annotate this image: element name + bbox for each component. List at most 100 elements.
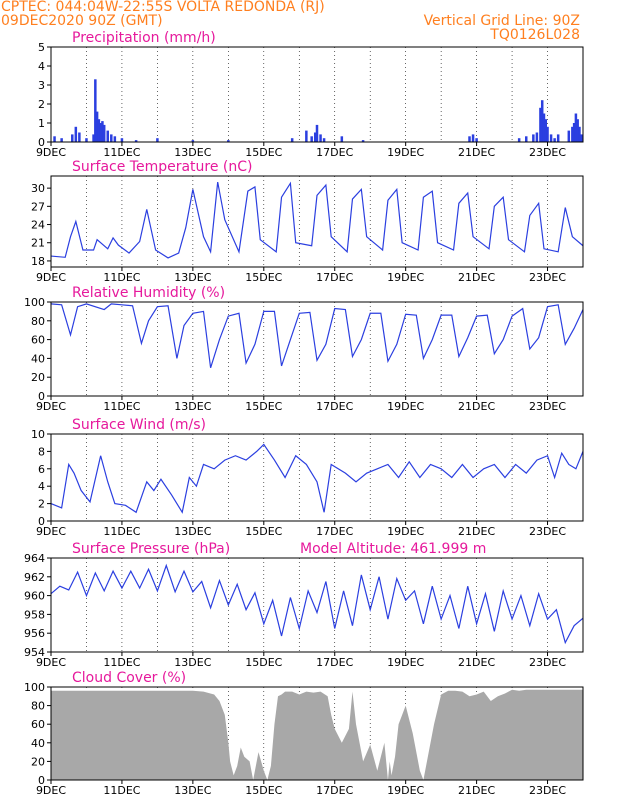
precip-bar xyxy=(553,138,556,142)
precip-bar xyxy=(535,132,539,142)
precip-bar xyxy=(102,124,106,142)
x-tick-label: 15DEC xyxy=(245,656,282,669)
precip-bar xyxy=(571,126,574,142)
y-tick-label: 1 xyxy=(38,117,45,130)
x-tick-label: 11DEC xyxy=(103,271,140,284)
series-line xyxy=(50,303,584,368)
x-tick-label: 17DEC xyxy=(316,400,353,413)
x-tick-label: 23DEC xyxy=(529,656,566,669)
precip-bar xyxy=(95,111,99,142)
y-tick-label: 5 xyxy=(38,41,45,54)
x-tick-label: 9DEC xyxy=(36,525,66,538)
precip-bar xyxy=(361,140,365,142)
x-tick-label: 23DEC xyxy=(529,146,566,159)
x-tick-label: 13DEC xyxy=(174,784,211,797)
x-tick-label: 17DEC xyxy=(316,784,353,797)
x-tick-label: 23DEC xyxy=(529,784,566,797)
x-tick-label: 21DEC xyxy=(458,271,495,284)
precip-bar xyxy=(574,113,578,142)
plot-frame xyxy=(50,175,584,268)
x-tick-label: 21DEC xyxy=(458,400,495,413)
precip-bar xyxy=(97,119,101,142)
y-tick-label: 60 xyxy=(31,718,45,731)
precip-bar xyxy=(74,126,78,142)
y-tick-label: 956 xyxy=(24,627,45,640)
x-tick-label: 11DEC xyxy=(103,146,140,159)
x-tick-label: 9DEC xyxy=(36,784,66,797)
series-line xyxy=(50,443,584,514)
precip-bar xyxy=(99,123,102,142)
y-tick-label: 40 xyxy=(31,737,45,750)
x-tick-label: 17DEC xyxy=(316,146,353,159)
x-tick-label: 15DEC xyxy=(245,525,282,538)
precip-bar xyxy=(53,136,56,142)
y-tick-label: 958 xyxy=(24,608,45,621)
y-tick-label: 21 xyxy=(31,237,45,250)
y-tick-label: 27 xyxy=(31,200,45,213)
panel-title: Cloud Cover (%) xyxy=(72,670,186,686)
x-tick-label: 23DEC xyxy=(529,400,566,413)
precip-bar xyxy=(572,123,576,142)
precip-bar xyxy=(134,140,138,142)
plot-frame xyxy=(50,46,584,143)
precip-bar xyxy=(567,130,571,142)
panel-title: Surface Pressure (hPa) xyxy=(72,541,230,557)
x-tick-label: 13DEC xyxy=(174,146,211,159)
x-tick-label: 15DEC xyxy=(245,146,282,159)
precip-bar xyxy=(542,113,546,142)
x-tick-label: 13DEC xyxy=(174,400,211,413)
x-tick-label: 15DEC xyxy=(245,271,282,284)
x-tick-label: 19DEC xyxy=(387,146,424,159)
precip-bar xyxy=(310,136,313,142)
precip-bar xyxy=(539,107,542,142)
precip-bar xyxy=(78,132,81,142)
precip-bar xyxy=(106,130,109,142)
precip-bar xyxy=(120,138,124,142)
x-tick-label: 19DEC xyxy=(387,784,424,797)
x-tick-label: 21DEC xyxy=(458,146,495,159)
y-tick-label: 40 xyxy=(31,352,45,365)
x-tick-label: 21DEC xyxy=(458,784,495,797)
y-tick-label: 60 xyxy=(31,334,45,347)
x-tick-label: 21DEC xyxy=(458,525,495,538)
y-tick-label: 964 xyxy=(24,552,45,565)
x-tick-label: 11DEC xyxy=(103,784,140,797)
y-tick-label: 960 xyxy=(24,590,45,603)
panel-title: Precipitation (mm/h) xyxy=(72,30,216,46)
x-tick-label: 9DEC xyxy=(36,400,66,413)
y-tick-label: 18 xyxy=(31,255,45,268)
x-tick-label: 11DEC xyxy=(103,656,140,669)
y-tick-label: 24 xyxy=(31,219,45,232)
x-tick-label: 19DEC xyxy=(387,400,424,413)
precip-bar xyxy=(315,124,319,142)
precip-bar xyxy=(101,121,104,142)
precip-bar xyxy=(156,138,159,142)
precip-bar xyxy=(579,134,583,142)
precip-bar xyxy=(540,100,544,142)
precip-bar xyxy=(319,134,322,142)
x-tick-label: 11DEC xyxy=(103,525,140,538)
precip-bar xyxy=(94,79,97,142)
y-tick-label: 0 xyxy=(38,515,45,528)
header-run-time: 09DEC2020 90Z (GMT) xyxy=(1,13,163,29)
precip-bar xyxy=(113,136,117,142)
precip-bar xyxy=(227,140,230,142)
precip-bar xyxy=(110,134,113,142)
precip-bar xyxy=(60,138,63,142)
x-tick-label: 17DEC xyxy=(316,271,353,284)
x-tick-label: 13DEC xyxy=(174,525,211,538)
precip-bar xyxy=(340,136,344,142)
y-tick-label: 100 xyxy=(24,681,45,694)
y-tick-label: 954 xyxy=(24,646,45,659)
precip-bar xyxy=(322,138,326,142)
x-tick-label: 19DEC xyxy=(387,271,424,284)
x-tick-label: 23DEC xyxy=(529,271,566,284)
y-tick-label: 0 xyxy=(38,390,45,403)
x-tick-label: 21DEC xyxy=(458,656,495,669)
x-tick-label: 17DEC xyxy=(316,656,353,669)
model-altitude: Model Altitude: 461.999 m xyxy=(300,541,486,557)
precip-bar xyxy=(475,138,478,142)
y-tick-label: 100 xyxy=(24,296,45,309)
panel-title: Surface Temperature (nC) xyxy=(72,159,253,175)
precip-bar xyxy=(471,134,475,142)
